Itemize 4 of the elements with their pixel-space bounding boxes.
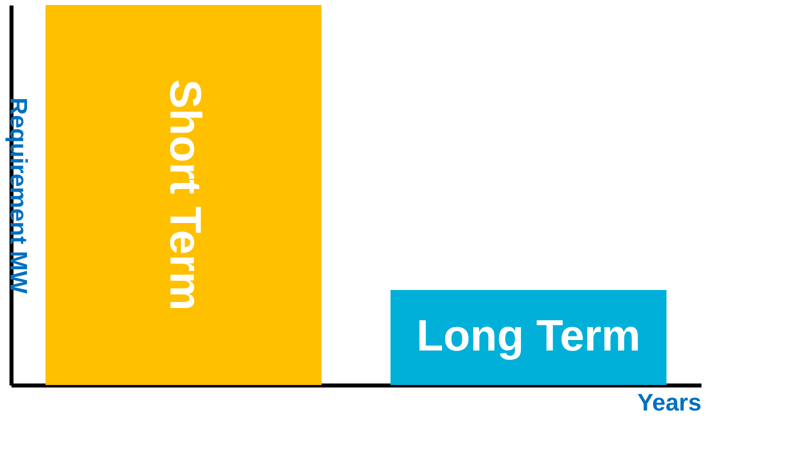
y-axis-title: Requirement MW — [4, 97, 32, 294]
x-tick-label: Short Term — [160, 79, 210, 311]
x-axis-title: Years — [637, 390, 702, 416]
x-tick-label: Long Term — [416, 312, 641, 360]
